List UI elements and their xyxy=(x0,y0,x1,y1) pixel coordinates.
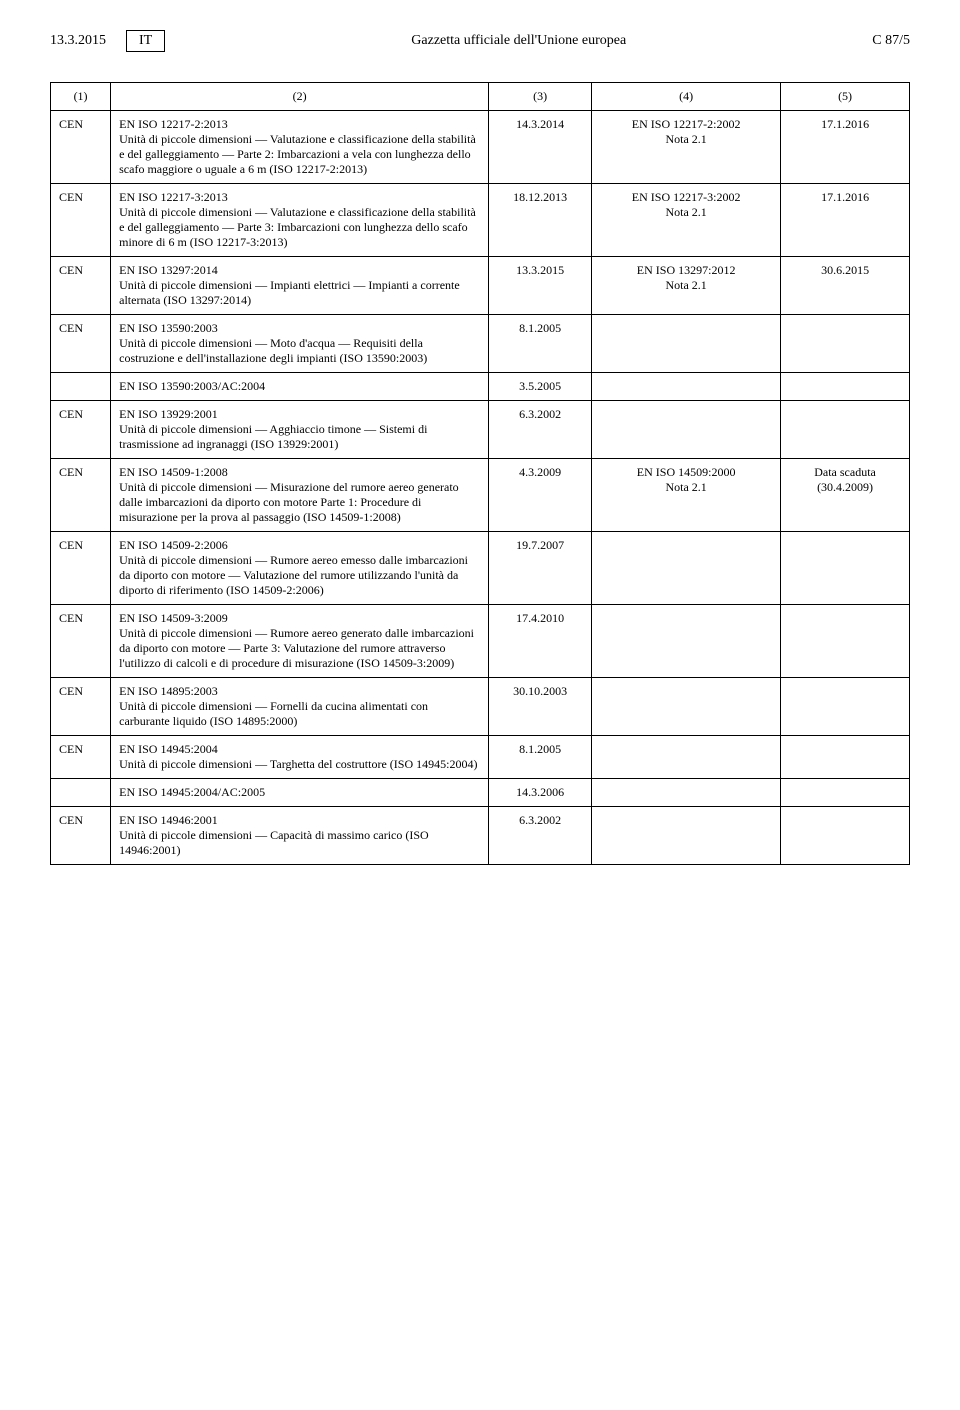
cell-date: 6.3.2002 xyxy=(489,807,592,865)
cell-cessation xyxy=(781,373,910,401)
cell-standard: EN ISO 12217-2:2013Unità di piccole dime… xyxy=(111,111,489,184)
cell-standard: EN ISO 13590:2003/AC:2004 xyxy=(111,373,489,401)
cell-cessation xyxy=(781,401,910,459)
cell-cessation xyxy=(781,807,910,865)
cell-date: 8.1.2005 xyxy=(489,315,592,373)
cell-cessation xyxy=(781,605,910,678)
cell-superseded xyxy=(592,605,781,678)
table-row: CENEN ISO 14945:2004Unità di piccole dim… xyxy=(51,736,910,779)
cell-org: CEN xyxy=(51,184,111,257)
cell-superseded xyxy=(592,532,781,605)
cell-date: 8.1.2005 xyxy=(489,736,592,779)
cell-cessation: 30.6.2015 xyxy=(781,257,910,315)
cell-org: CEN xyxy=(51,257,111,315)
cell-cessation xyxy=(781,678,910,736)
cell-date: 6.3.2002 xyxy=(489,401,592,459)
cell-date: 14.3.2014 xyxy=(489,111,592,184)
table-row: CENEN ISO 13590:2003Unità di piccole dim… xyxy=(51,315,910,373)
cell-standard: EN ISO 14509-3:2009Unità di piccole dime… xyxy=(111,605,489,678)
table-row: CENEN ISO 14509-1:2008Unità di piccole d… xyxy=(51,459,910,532)
cell-superseded: EN ISO 14509:2000Nota 2.1 xyxy=(592,459,781,532)
cell-org: CEN xyxy=(51,605,111,678)
cell-standard: EN ISO 14945:2004Unità di piccole dimens… xyxy=(111,736,489,779)
cell-standard: EN ISO 13929:2001Unità di piccole dimens… xyxy=(111,401,489,459)
cell-standard: EN ISO 13590:2003Unità di piccole dimens… xyxy=(111,315,489,373)
table-row: EN ISO 14945:2004/AC:200514.3.2006 xyxy=(51,779,910,807)
header-date: 13.3.2015 xyxy=(50,33,106,49)
cell-org: CEN xyxy=(51,459,111,532)
cell-superseded xyxy=(592,315,781,373)
table-row: EN ISO 13590:2003/AC:20043.5.2005 xyxy=(51,373,910,401)
header-left: 13.3.2015 IT xyxy=(50,30,165,52)
cell-org xyxy=(51,373,111,401)
table-row: CENEN ISO 14509-3:2009Unità di piccole d… xyxy=(51,605,910,678)
cell-standard: EN ISO 14509-2:2006Unità di piccole dime… xyxy=(111,532,489,605)
cell-date: 3.5.2005 xyxy=(489,373,592,401)
cell-date: 4.3.2009 xyxy=(489,459,592,532)
table-row: CENEN ISO 13297:2014Unità di piccole dim… xyxy=(51,257,910,315)
cell-superseded xyxy=(592,678,781,736)
page-header: 13.3.2015 IT Gazzetta ufficiale dell'Uni… xyxy=(50,30,910,52)
cell-cessation xyxy=(781,736,910,779)
cell-date: 30.10.2003 xyxy=(489,678,592,736)
cell-superseded xyxy=(592,401,781,459)
page-number: C 87/5 xyxy=(872,33,910,49)
standards-table: (1) (2) (3) (4) (5) CENEN ISO 12217-2:20… xyxy=(50,82,910,865)
cell-standard: EN ISO 14895:2003Unità di piccole dimens… xyxy=(111,678,489,736)
table-row: CENEN ISO 12217-3:2013Unità di piccole d… xyxy=(51,184,910,257)
cell-date: 13.3.2015 xyxy=(489,257,592,315)
cell-cessation: Data scaduta(30.4.2009) xyxy=(781,459,910,532)
cell-superseded xyxy=(592,373,781,401)
cell-standard: EN ISO 12217-3:2013Unità di piccole dime… xyxy=(111,184,489,257)
cell-cessation xyxy=(781,532,910,605)
cell-org: CEN xyxy=(51,678,111,736)
cell-org: CEN xyxy=(51,807,111,865)
cell-standard: EN ISO 13297:2014Unità di piccole dimens… xyxy=(111,257,489,315)
cell-org: CEN xyxy=(51,111,111,184)
col-header-4: (4) xyxy=(592,83,781,111)
table-row: CENEN ISO 12217-2:2013Unità di piccole d… xyxy=(51,111,910,184)
cell-standard: EN ISO 14945:2004/AC:2005 xyxy=(111,779,489,807)
cell-superseded xyxy=(592,736,781,779)
lang-tag: IT xyxy=(126,30,165,52)
cell-org: CEN xyxy=(51,315,111,373)
col-header-2: (2) xyxy=(111,83,489,111)
cell-date: 18.12.2013 xyxy=(489,184,592,257)
cell-date: 19.7.2007 xyxy=(489,532,592,605)
table-row: CENEN ISO 14895:2003Unità di piccole dim… xyxy=(51,678,910,736)
cell-org: CEN xyxy=(51,532,111,605)
table-row: CENEN ISO 13929:2001Unità di piccole dim… xyxy=(51,401,910,459)
table-body: CENEN ISO 12217-2:2013Unità di piccole d… xyxy=(51,111,910,865)
col-header-5: (5) xyxy=(781,83,910,111)
cell-superseded: EN ISO 12217-2:2002Nota 2.1 xyxy=(592,111,781,184)
col-header-3: (3) xyxy=(489,83,592,111)
cell-superseded: EN ISO 12217-3:2002Nota 2.1 xyxy=(592,184,781,257)
cell-cessation: 17.1.2016 xyxy=(781,184,910,257)
cell-date: 17.4.2010 xyxy=(489,605,592,678)
cell-standard: EN ISO 14946:2001Unità di piccole dimens… xyxy=(111,807,489,865)
cell-cessation xyxy=(781,315,910,373)
cell-org: CEN xyxy=(51,401,111,459)
table-row: CENEN ISO 14509-2:2006Unità di piccole d… xyxy=(51,532,910,605)
table-row: CENEN ISO 14946:2001Unità di piccole dim… xyxy=(51,807,910,865)
cell-org: CEN xyxy=(51,736,111,779)
cell-superseded: EN ISO 13297:2012Nota 2.1 xyxy=(592,257,781,315)
cell-date: 14.3.2006 xyxy=(489,779,592,807)
cell-cessation: 17.1.2016 xyxy=(781,111,910,184)
col-header-1: (1) xyxy=(51,83,111,111)
page-container: 13.3.2015 IT Gazzetta ufficiale dell'Uni… xyxy=(0,0,960,905)
gazette-title: Gazzetta ufficiale dell'Unione europea xyxy=(411,33,626,49)
cell-standard: EN ISO 14509-1:2008Unità di piccole dime… xyxy=(111,459,489,532)
cell-org xyxy=(51,779,111,807)
table-header-row: (1) (2) (3) (4) (5) xyxy=(51,83,910,111)
cell-superseded xyxy=(592,807,781,865)
cell-superseded xyxy=(592,779,781,807)
cell-cessation xyxy=(781,779,910,807)
